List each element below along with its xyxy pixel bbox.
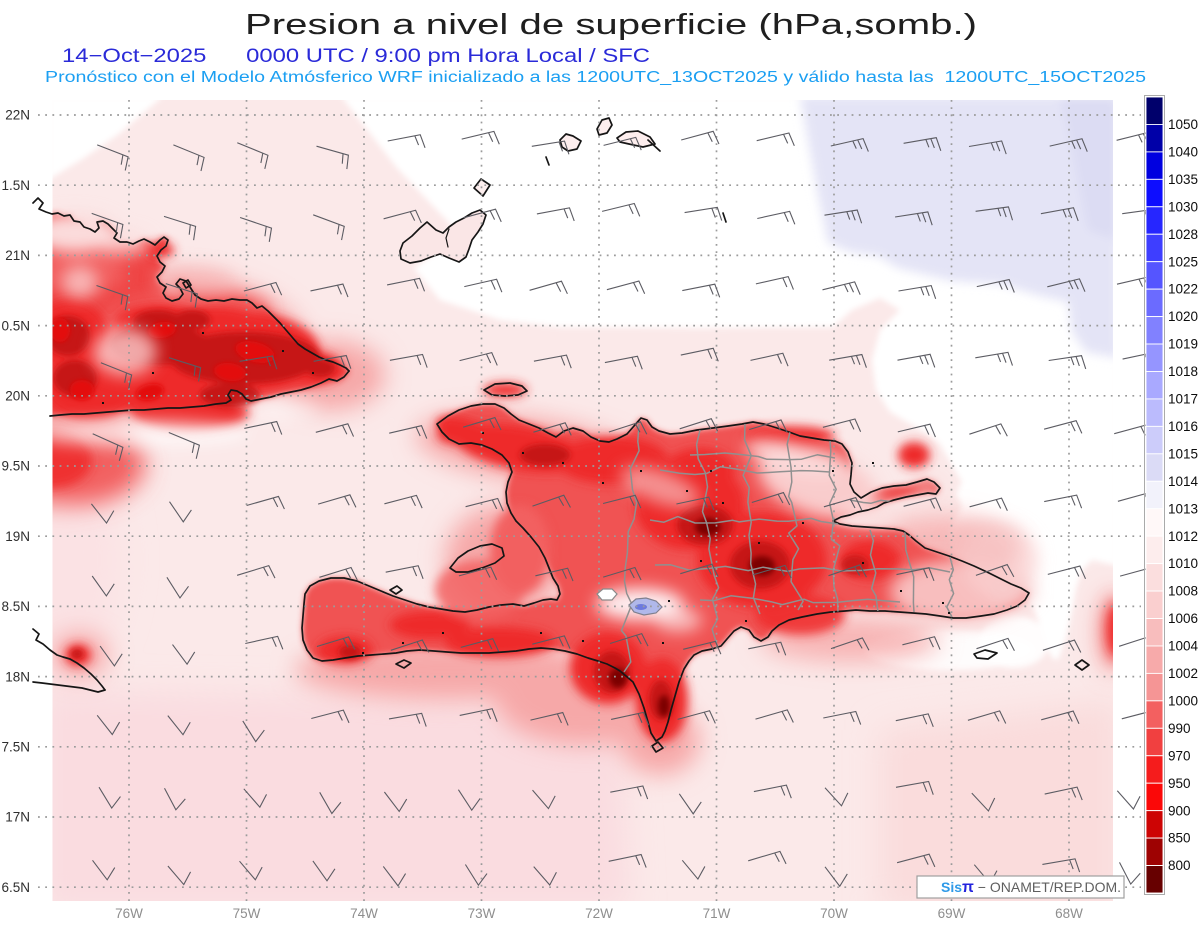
svg-text:Presion a nivel de superficie: Presion a nivel de superficie (hPa,somb.… — [245, 9, 977, 41]
svg-text:76W: 76W — [115, 906, 143, 921]
svg-text:Sisπ − ONAMET/REP.DOM.: Sisπ − ONAMET/REP.DOM. — [941, 879, 1121, 896]
svg-text:900: 900 — [1168, 803, 1191, 818]
svg-text:1019: 1019 — [1168, 337, 1198, 352]
svg-text:800: 800 — [1168, 858, 1191, 873]
svg-text:1012: 1012 — [1168, 529, 1198, 544]
svg-text:1020: 1020 — [1168, 309, 1198, 324]
svg-text:6.5N: 6.5N — [1, 880, 30, 895]
svg-text:21N: 21N — [5, 248, 30, 263]
svg-text:1014: 1014 — [1168, 474, 1199, 489]
svg-text:0.5N: 0.5N — [1, 318, 30, 333]
svg-text:1018: 1018 — [1168, 364, 1198, 379]
svg-text:19N: 19N — [5, 529, 30, 544]
svg-text:14−Oct−2025 0000 UTC / 9:: 14−Oct−2025 0000 UTC / 9:00 pm Hora Loca… — [62, 46, 650, 67]
svg-text:1028: 1028 — [1168, 227, 1198, 242]
svg-text:69W: 69W — [938, 906, 966, 921]
svg-text:68W: 68W — [1055, 906, 1083, 921]
svg-text:1016: 1016 — [1168, 419, 1198, 434]
svg-text:71W: 71W — [703, 906, 731, 921]
svg-text:1050: 1050 — [1168, 117, 1198, 132]
svg-text:1025: 1025 — [1168, 254, 1198, 269]
svg-text:850: 850 — [1168, 831, 1191, 846]
svg-text:8.5N: 8.5N — [1, 599, 30, 614]
svg-text:22N: 22N — [5, 108, 30, 123]
svg-text:70W: 70W — [820, 906, 848, 921]
svg-text:1004: 1004 — [1168, 639, 1199, 654]
svg-text:20N: 20N — [5, 389, 30, 404]
svg-text:1.5N: 1.5N — [1, 178, 30, 193]
svg-text:1030: 1030 — [1168, 199, 1198, 214]
svg-text:1022: 1022 — [1168, 282, 1198, 297]
svg-text:74W: 74W — [350, 906, 378, 921]
svg-text:1017: 1017 — [1168, 392, 1198, 407]
svg-text:1006: 1006 — [1168, 611, 1198, 626]
svg-text:990: 990 — [1168, 721, 1191, 736]
svg-text:1013: 1013 — [1168, 501, 1198, 516]
svg-text:17N: 17N — [5, 810, 30, 825]
svg-text:1000: 1000 — [1168, 694, 1198, 709]
svg-text:1008: 1008 — [1168, 584, 1198, 599]
svg-text:Pronóstico con el Modelo Atmós: Pronóstico con el Modelo Atmósferico WRF… — [45, 69, 1146, 86]
svg-text:1035: 1035 — [1168, 172, 1198, 187]
svg-text:73W: 73W — [468, 906, 496, 921]
svg-text:950: 950 — [1168, 776, 1191, 791]
svg-text:1002: 1002 — [1168, 666, 1198, 681]
svg-text:970: 970 — [1168, 748, 1191, 763]
svg-text:1010: 1010 — [1168, 556, 1198, 571]
svg-text:75W: 75W — [233, 906, 261, 921]
svg-text:9.5N: 9.5N — [1, 459, 30, 474]
svg-text:7.5N: 7.5N — [1, 740, 30, 755]
svg-text:72W: 72W — [585, 906, 613, 921]
svg-text:1040: 1040 — [1168, 145, 1198, 160]
svg-text:18N: 18N — [5, 669, 30, 684]
svg-text:1015: 1015 — [1168, 446, 1198, 461]
